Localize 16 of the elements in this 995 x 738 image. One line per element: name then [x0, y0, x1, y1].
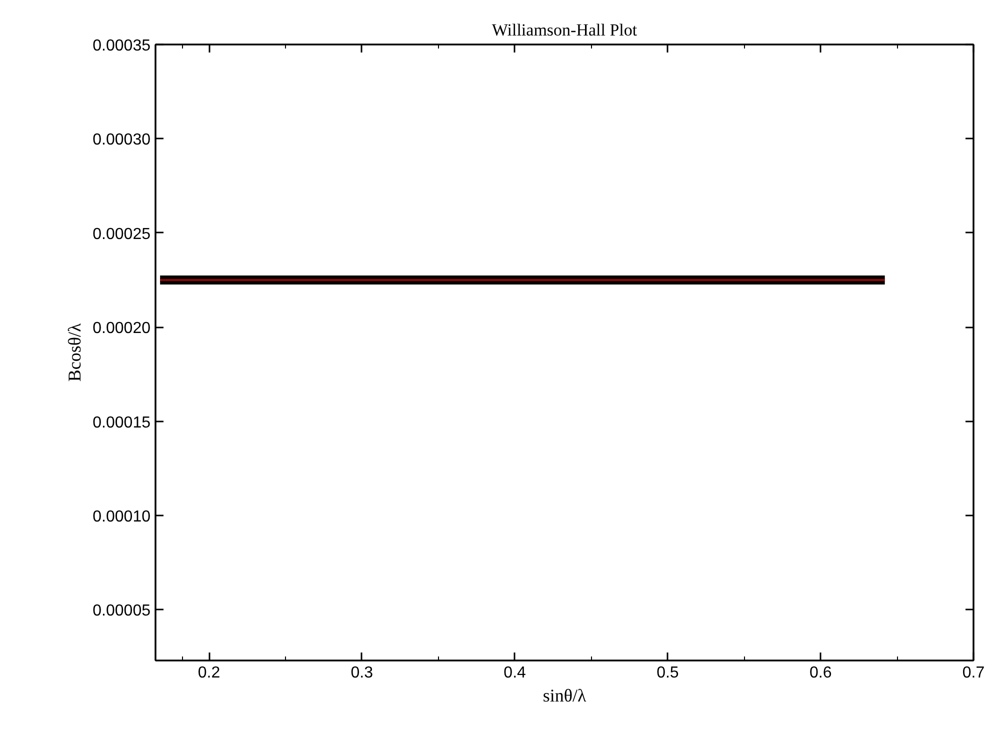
chart-title: Williamson-Hall Plot	[492, 20, 638, 40]
x-tick-label: 0.3	[350, 664, 374, 682]
y-tick-label: 0.00020	[92, 320, 151, 338]
x-tick-label: 0.4	[504, 664, 526, 682]
y-tick-label: 0.00015	[92, 414, 151, 432]
y-tick-label: 0.00005	[92, 602, 151, 620]
y-tick-label: 0.00025	[92, 226, 151, 243]
y-axis-title: Bcosθ/λ	[64, 323, 85, 382]
y-tick-label: 0.00030	[92, 132, 151, 149]
x-tick-label: 0.5	[656, 664, 679, 682]
y-tick-label: 0.00035	[92, 38, 151, 54]
x-tick-label: 0.2	[198, 664, 220, 682]
y-tick-label: 0.00010	[92, 508, 151, 526]
x-tick-label: 0.7	[962, 664, 985, 682]
x-tick-label: 0.6	[809, 664, 832, 682]
x-axis-title: sinθ/λ	[542, 686, 586, 706]
